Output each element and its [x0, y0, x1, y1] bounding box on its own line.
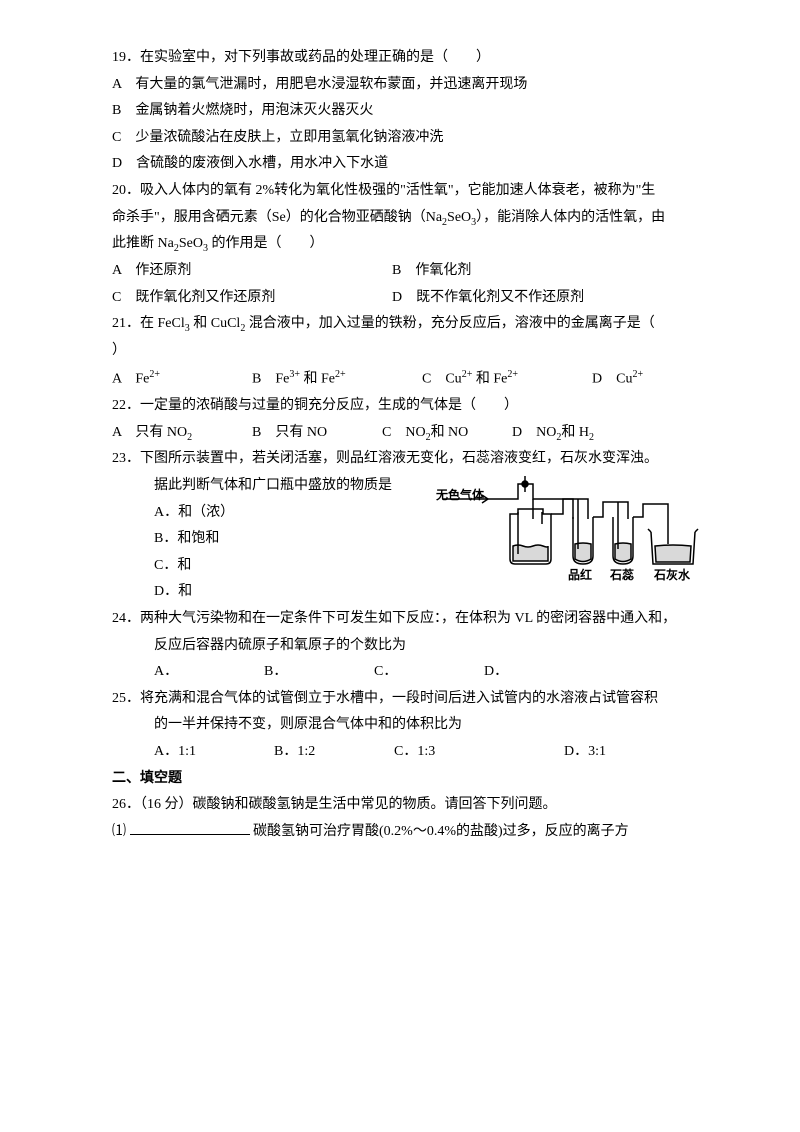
q20-stem-1: 20．吸入人体内的氧有 2%转化为氧化性极强的"活性氧"，它能加速人体衰老，被称… — [112, 178, 688, 205]
q24-opt-a: A． — [154, 659, 264, 686]
q22-opt-a: A 只有 NO2 — [112, 420, 252, 447]
exam-page: 19．在实验室中，对下列事故或药品的处理正确的是（ ） A 有大量的氯气泄漏时，… — [0, 0, 800, 1132]
q25-opt-c: C．1:3 — [394, 739, 564, 766]
q24-stem-1: 24．两种大气污染物和在一定条件下可发生如下反应：，在体积为 VL 的密闭容器中… — [112, 606, 688, 633]
q20-stem-2b: SeO — [447, 210, 471, 225]
q22-opt-d: D NO2和 H2 — [512, 420, 594, 447]
q25-opt-b: B．1:2 — [274, 739, 394, 766]
q20-opt-a: A 作还原剂 — [112, 258, 392, 285]
q19-opt-d: D 含硫酸的废液倒入水槽，用水冲入下水道 — [112, 151, 688, 178]
q21-opts: A Fe2+ B Fe3+ 和 Fe2+ C Cu2+ 和 Fe2+ D Cu2… — [112, 365, 688, 393]
q26-sub1: ⑴ 碳酸氢钠可治疗胃酸(0.2%～0.4%的盐酸)过多，反应的离子方 — [112, 819, 688, 846]
q20-stem-3c: 的作用是（ ） — [208, 236, 324, 251]
q24-opt-b: B． — [264, 659, 374, 686]
q19-opt-b: B 金属钠着火燃烧时，用泡沫灭火器灭火 — [112, 98, 688, 125]
q21-stem-1a: 21．在 FeCl — [112, 316, 185, 331]
q22-opt-c: C NO2和 NO — [382, 420, 512, 447]
q24-opts: A． B． C． D． — [112, 659, 688, 686]
q20-stem-3: 此推断 Na2SeO3 的作用是（ ） — [112, 231, 688, 258]
q20-opt-b: B 作氧化剂 — [392, 258, 471, 285]
label-pinhong: 品红 — [568, 564, 592, 587]
q25-stem-2: 的一半并保持不变，则原混合气体中和的体积比为 — [112, 712, 688, 739]
q21-stem-1: 21．在 FeCl3 和 CuCl2 混合液中，加入过量的铁粉，充分反应后，溶液… — [112, 311, 688, 338]
q25-stem-1: 25．将充满和混合气体的试管倒立于水槽中，一段时间后进入试管内的水溶液占试管容积 — [112, 686, 688, 713]
q20-opts-row1: A 作还原剂 B 作氧化剂 — [112, 258, 688, 285]
label-shirui: 石蕊 — [610, 564, 634, 587]
q22-stem: 22．一定量的浓硝酸与过量的铜充分反应，生成的气体是（ ） — [112, 393, 688, 420]
q22-opts: A 只有 NO2 B 只有 NO C NO2和 NO D NO2和 H2 — [112, 420, 688, 447]
q21-stem-1b: 和 CuCl — [190, 316, 241, 331]
q21-stem-2: ） — [112, 338, 688, 365]
q21-opt-d: D Cu2+ — [592, 365, 643, 393]
q26-sub1-text: 碳酸氢钠可治疗胃酸(0.2%～0.4%的盐酸)过多，反应的离子方 — [253, 824, 629, 839]
q20-stem-2a: 命杀手"，服用含硒元素（Se）的化合物亚硒酸钠（Na — [112, 210, 442, 225]
q21-opt-b: B Fe3+ 和 Fe2+ — [252, 365, 422, 393]
q25-opts: A．1:1 B．1:2 C．1:3 D．3:1 — [112, 739, 688, 766]
q26-stem: 26．（16 分）碳酸钠和碳酸氢钠是生活中常见的物质。请回答下列问题。 — [112, 792, 688, 819]
q20-stem-2: 命杀手"，服用含硒元素（Se）的化合物亚硒酸钠（Na2SeO3），能消除人体内的… — [112, 205, 688, 232]
q19-opt-a: A 有大量的氯气泄漏时，用肥皂水浸湿软布蒙面，并迅速离开现场 — [112, 72, 688, 99]
q23-block: 23．下图所示装置中，若关闭活塞，则品红溶液无变化，石蕊溶液变红，石灰水变浑浊。… — [112, 446, 688, 606]
q20-stem-3b: SeO — [179, 236, 203, 251]
q21-opt-a: A Fe2+ — [112, 365, 252, 393]
q21-stem-1c: 混合液中，加入过量的铁粉，充分反应后，溶液中的金属离子是（ — [245, 316, 655, 331]
fill-blank[interactable] — [130, 820, 250, 835]
q20-opt-c: C 既作氧化剂又作还原剂 — [112, 285, 392, 312]
apparatus-diagram: 无色气体 品红 石蕊 石灰水 — [438, 464, 708, 584]
q19-stem: 19．在实验室中，对下列事故或药品的处理正确的是（ ） — [112, 45, 688, 72]
section-2-title: 二、填空题 — [112, 766, 688, 793]
q20-stem-2c: ），能消除人体内的活性氧，由 — [476, 210, 665, 225]
q24-opt-d: D． — [484, 659, 508, 686]
q20-opt-d: D 既不作氧化剂又不作还原剂 — [392, 285, 584, 312]
q24-opt-c: C． — [374, 659, 484, 686]
q26-sub1-num: ⑴ — [112, 824, 126, 839]
q25-opt-a: A．1:1 — [154, 739, 274, 766]
label-shihui: 石灰水 — [654, 564, 690, 587]
q20-opts-row2: C 既作氧化剂又作还原剂 D 既不作氧化剂又不作还原剂 — [112, 285, 688, 312]
q21-opt-c: C Cu2+ 和 Fe2+ — [422, 365, 592, 393]
q24-stem-2: 反应后容器内硫原子和氧原子的个数比为 — [112, 633, 688, 660]
q20-stem-3a: 此推断 Na — [112, 236, 174, 251]
label-gas: 无色气体 — [436, 484, 484, 507]
q19-opt-c: C 少量浓硫酸沾在皮肤上，立即用氢氧化钠溶液冲洗 — [112, 125, 688, 152]
q22-opt-b: B 只有 NO — [252, 420, 382, 447]
q25-opt-d: D．3:1 — [564, 739, 606, 766]
